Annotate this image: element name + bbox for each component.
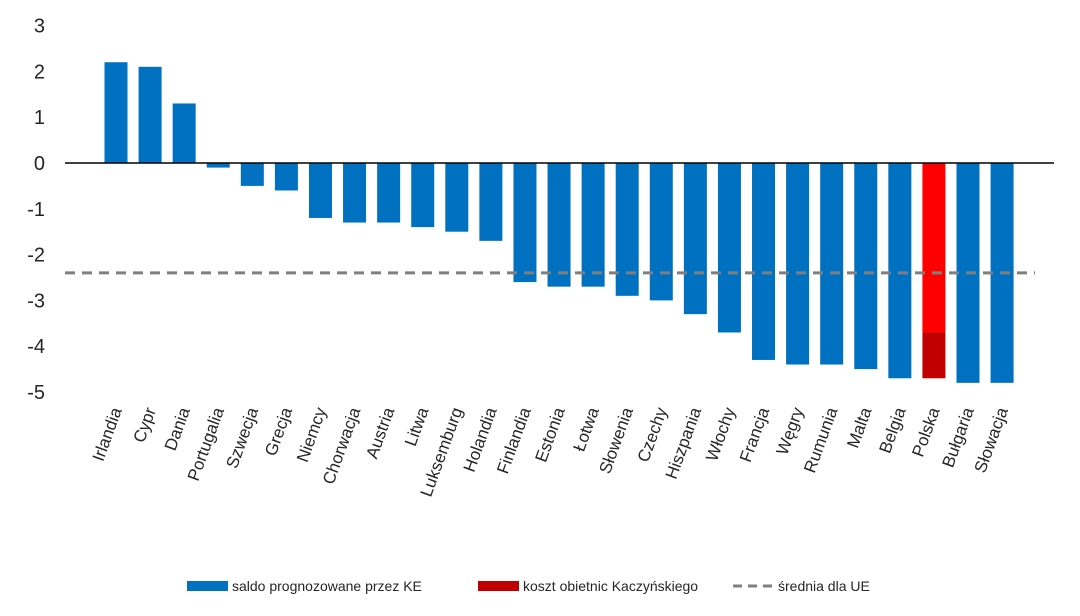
bar-malta bbox=[854, 163, 878, 370]
x-tick-label: Finlandia bbox=[493, 404, 535, 476]
x-tick-label: Węgry bbox=[773, 404, 808, 457]
bar-holandia bbox=[479, 163, 503, 241]
y-tick-label: -5 bbox=[27, 382, 45, 404]
x-tick-label: Polska bbox=[908, 404, 943, 459]
x-tick-label: Włochy bbox=[702, 404, 739, 463]
bar-szwecja bbox=[240, 163, 264, 186]
bar-włochy bbox=[717, 163, 741, 333]
bar-polska bbox=[922, 163, 946, 333]
legend-label-koszt: koszt obietnic Kaczyńskiego bbox=[523, 578, 698, 594]
x-tick-label: Czechy bbox=[634, 404, 671, 464]
bars bbox=[104, 62, 1014, 383]
y-tick-label: 3 bbox=[34, 16, 45, 38]
bar-chorwacja bbox=[343, 163, 367, 223]
bar-rumunia bbox=[820, 163, 844, 365]
x-tick-label: Niemcy bbox=[293, 404, 330, 464]
x-tick-label: Austria bbox=[362, 404, 398, 461]
legend-swatch-koszt bbox=[478, 581, 519, 591]
bar-estonia bbox=[547, 163, 571, 287]
x-tick-label: Bułgaria bbox=[939, 404, 978, 470]
bar-irlandia bbox=[104, 62, 128, 163]
bar-belgia bbox=[888, 163, 912, 379]
x-tick-label: Dania bbox=[161, 404, 194, 453]
x-tick-label: Słowacja bbox=[971, 404, 1012, 475]
x-tick-label: Rumunia bbox=[800, 404, 841, 475]
legend-swatch-saldo bbox=[187, 581, 228, 591]
bar-hiszpania bbox=[683, 163, 707, 315]
y-tick-label: -2 bbox=[27, 245, 45, 267]
x-tick-label: Słowenia bbox=[596, 404, 638, 476]
y-tick-label: 0 bbox=[34, 153, 45, 175]
bar-portugalia bbox=[206, 163, 230, 168]
x-tick-label: Litwa bbox=[401, 404, 433, 448]
y-tick-label: 1 bbox=[34, 107, 45, 129]
bar-węgry bbox=[786, 163, 810, 365]
bar-cost-polska bbox=[922, 332, 946, 379]
x-tick-label: Belgia bbox=[876, 404, 910, 455]
x-tick-label: Grecja bbox=[261, 404, 296, 458]
x-tick-label: Szwecja bbox=[223, 404, 263, 470]
y-tick-label: -1 bbox=[27, 199, 45, 221]
bar-finlandia bbox=[513, 163, 537, 283]
x-tick-label: Cypr bbox=[130, 405, 160, 446]
y-tick-label: -3 bbox=[27, 290, 45, 312]
x-tick-label: Irlandia bbox=[89, 404, 126, 463]
x-tick-label: Estonia bbox=[532, 404, 569, 464]
bar-grecja bbox=[274, 163, 298, 191]
bar-łotwa bbox=[581, 163, 605, 287]
bar-litwa bbox=[411, 163, 435, 228]
bar-niemcy bbox=[308, 163, 332, 218]
bar-francja bbox=[752, 163, 776, 360]
y-axis-ticks: 3 2 1 0 -1 -2 -3 -4 -5 bbox=[27, 16, 45, 404]
x-tick-label: Łotwa bbox=[570, 404, 604, 454]
bar-czechy bbox=[649, 163, 673, 301]
y-tick-label: -4 bbox=[27, 336, 45, 358]
legend: saldo prognozowane przez KE koszt obietn… bbox=[187, 578, 870, 594]
bar-dania bbox=[172, 103, 196, 163]
bar-cypr bbox=[138, 66, 162, 163]
x-tick-label: Francja bbox=[736, 404, 773, 464]
legend-label-saldo: saldo prognozowane przez KE bbox=[232, 578, 422, 594]
legend-label-average: średnia dla UE bbox=[778, 578, 870, 594]
bar-austria bbox=[377, 163, 401, 223]
y-tick-label: 2 bbox=[34, 61, 45, 83]
x-tick-label: Malta bbox=[843, 404, 875, 450]
bar-słowenia bbox=[615, 163, 639, 296]
bar-luksemburg bbox=[445, 163, 469, 232]
